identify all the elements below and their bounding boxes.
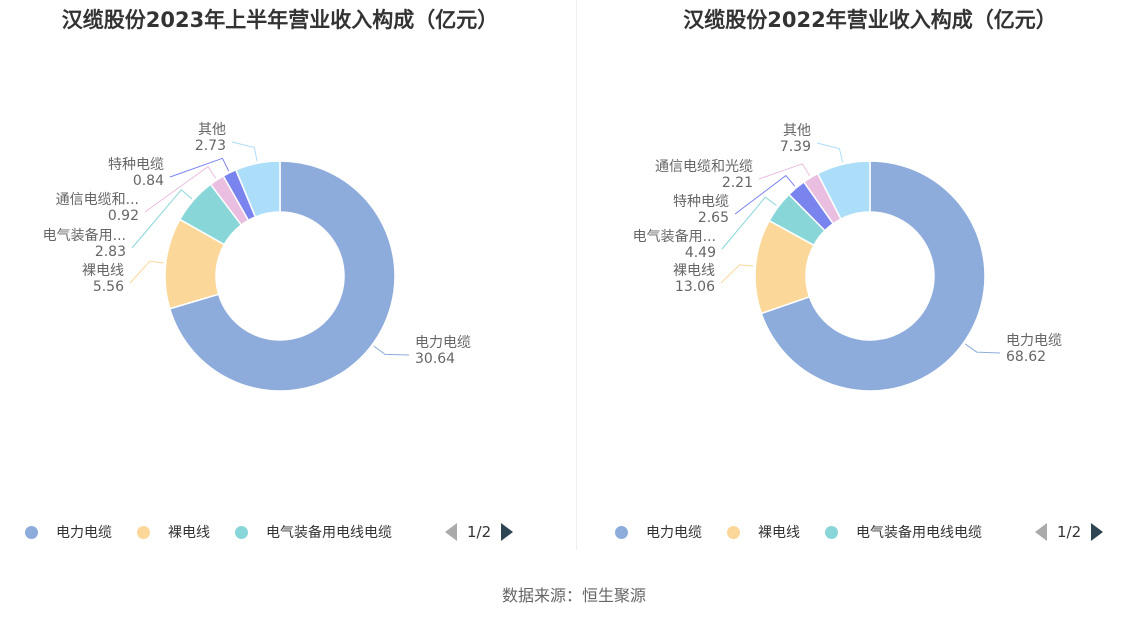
legend-page-indicator: 1/2: [467, 523, 492, 541]
slice-label: 其他: [783, 123, 811, 139]
slice-value-label: 0.84: [133, 173, 164, 189]
pie-slice[interactable]: [816, 160, 871, 220]
legend-label: 电力电缆: [56, 525, 112, 541]
legend-item-bare-wire[interactable]: 裸电线: [137, 520, 210, 544]
slice-label: 特种电缆: [673, 194, 729, 210]
label-leader-line: [720, 264, 754, 284]
label-leader-line: [373, 345, 410, 356]
chart-title: 汉缆股份2023年上半年营业收入构成（亿元）: [61, 8, 499, 32]
label-leader-line: [758, 163, 811, 180]
legend-label: 裸电线: [758, 525, 800, 541]
prev-page-icon[interactable]: [445, 523, 457, 541]
legend-dot: [137, 525, 150, 539]
slice-value-label: 13.06: [675, 279, 715, 295]
slice-label: 特种电缆: [108, 157, 164, 173]
slice-label: 通信电缆和...: [56, 192, 139, 208]
chart-panel-2022: 汉缆股份2022年营业收入构成（亿元） 电力电缆 68.62 裸电线 13.06 电气装…: [590, 0, 1148, 555]
slice-label: 通信电缆和光缆: [655, 159, 753, 175]
legend-label: 电气装备用电线电缆: [856, 525, 982, 541]
legend-label: 电气装备用电线电缆: [266, 525, 392, 541]
chart-panel-2023h1: 汉缆股份2023年上半年营业收入构成（亿元） 电力电缆 30.64 裸电线 5.56 电…: [0, 0, 574, 555]
slice-label: 裸电线: [82, 263, 124, 279]
label-leader-line: [144, 165, 217, 213]
legend-item-power-cable[interactable]: 电力电缆: [615, 520, 702, 544]
prev-page-icon[interactable]: [1035, 523, 1047, 541]
slice-label: 电气装备用...: [633, 228, 716, 245]
legend-dot: [235, 525, 248, 539]
slice-value-label: 0.92: [108, 208, 139, 224]
slice-value-label: 2.21: [722, 175, 753, 191]
legend-pager: 1/2: [1035, 520, 1104, 544]
slice-value-label: 30.64: [415, 351, 455, 367]
label-leader-line: [231, 141, 258, 162]
label-leader-line: [131, 189, 193, 249]
legend-dot: [825, 525, 838, 539]
slice-value-label: 2.65: [698, 210, 729, 226]
legend-item-electrical-equipment-cable[interactable]: 电气装备用电线电缆: [235, 520, 392, 544]
legend-dot: [727, 525, 740, 539]
slice-value-label: 2.83: [95, 244, 126, 260]
legend-item-bare-wire[interactable]: 裸电线: [727, 520, 800, 544]
legend-item-power-cable[interactable]: 电力电缆: [25, 520, 112, 544]
slice-label: 电力电缆: [1006, 333, 1062, 349]
label-leader-line: [129, 260, 164, 284]
slice-label: 电力电缆: [415, 335, 471, 351]
pie-slice[interactable]: [234, 160, 281, 218]
label-leader-line: [964, 343, 1001, 354]
legend-dot: [615, 525, 628, 539]
label-leader-line: [734, 174, 796, 215]
label-leader-line: [816, 142, 844, 163]
label-leader-line: [721, 196, 777, 250]
slice-label: 电气装备用...: [43, 227, 126, 244]
slice-value-label: 2.73: [195, 138, 226, 154]
next-page-icon[interactable]: [501, 523, 514, 541]
legend-page-indicator: 1/2: [1057, 523, 1082, 541]
legend-pager: 1/2: [445, 520, 514, 544]
panel-divider: [576, 0, 577, 550]
legend-label: 裸电线: [168, 525, 210, 541]
legend-label: 电力电缆: [646, 525, 702, 541]
pie-slice[interactable]: [168, 160, 396, 392]
data-source: 数据来源：恒生聚源: [501, 586, 646, 605]
slice-value-label: 7.39: [780, 139, 811, 155]
slice-value-label: 5.56: [93, 279, 124, 295]
label-leader-line: [169, 157, 230, 178]
slice-label: 裸电线: [673, 263, 715, 279]
legend-item-electrical-equipment-cable[interactable]: 电气装备用电线电缆: [825, 520, 982, 544]
slice-value-label: 68.62: [1006, 349, 1046, 365]
slice-value-label: 4.49: [685, 245, 716, 261]
slice-label: 其他: [198, 122, 226, 138]
next-page-icon[interactable]: [1091, 523, 1104, 541]
pie-slice[interactable]: [760, 160, 986, 392]
chart-title: 汉缆股份2022年营业收入构成（亿元）: [683, 8, 1057, 32]
legend-dot: [25, 525, 38, 539]
